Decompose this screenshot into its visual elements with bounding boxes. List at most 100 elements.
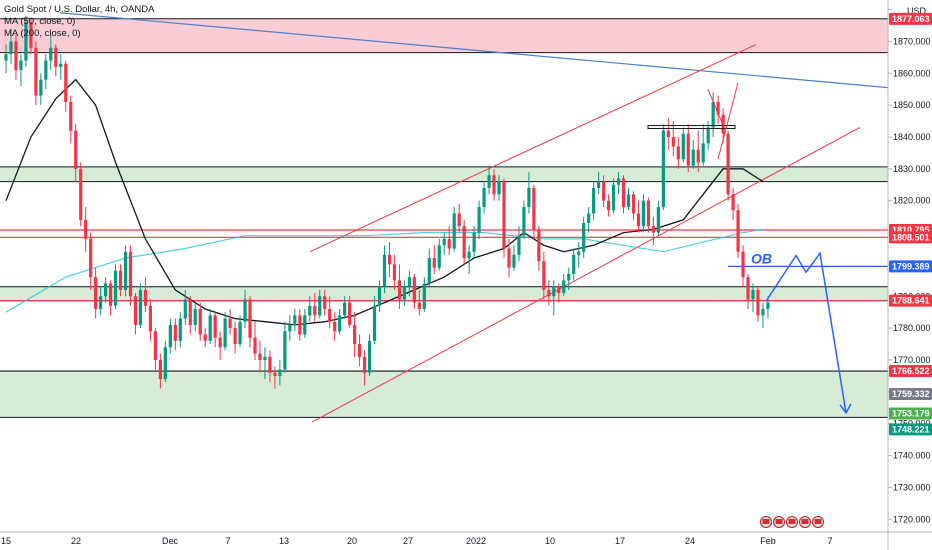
price-tag-label-4: 1788.641 [892,296,930,306]
candle-body-67 [338,315,342,332]
candle-body-48 [243,299,247,322]
candle-body-85 [427,258,431,284]
candle-body-112 [562,280,566,294]
candle-body-2 [14,41,18,71]
candle-body-19 [99,296,103,310]
candle-body-29 [148,305,153,332]
time-tick-label-12: 7 [827,536,832,546]
candle-body-99 [497,181,501,195]
candle-body-83 [417,302,421,310]
candle-body-23 [118,270,123,290]
event-flag-stripe [801,519,809,524]
price-tick-label-12: 1840.000 [893,132,931,142]
candle-body-88 [442,238,446,246]
candle-body-3 [19,60,23,71]
chart-legend: Gold Spot / U.S. Dollar, 4h, OANDA MA (5… [4,4,154,40]
candle-body-127 [636,213,641,227]
candle-body-68 [343,302,347,316]
price-tick-label-0: 1720.000 [893,514,931,524]
candle-body-79 [397,280,402,300]
candle-body-105 [527,187,531,208]
event-flag-stripe [814,519,822,524]
candle-body-43 [218,337,222,348]
projection-path [765,251,847,414]
candle-body-71 [357,344,362,357]
candle-body-81 [407,277,411,287]
candle-body-125 [626,194,631,208]
event-flag-stripe [762,519,770,524]
candle-body-149 [746,277,750,300]
candle-body-66 [333,321,337,332]
candle-body-58 [293,315,297,325]
candle-body-135 [676,146,680,160]
candle-body-6 [34,47,38,96]
price-axis[interactable]: 1720.0001730.0001740.0001750.0001760.000… [887,0,932,550]
time-tick-label-9: 17 [615,536,625,546]
symbol-title[interactable]: Gold Spot / U.S. Dollar, 4h, OANDA [4,4,155,15]
candle-body-38 [193,309,197,325]
candle-body-12 [64,63,68,102]
candle-body-113 [567,273,571,281]
candle-body-4 [24,22,28,61]
event-flag-stripe [788,519,796,524]
candle-body-55 [278,369,282,376]
price-tick-label-5: 1770.000 [893,355,931,365]
time-tick-label-5: 20 [347,536,357,546]
candle-body-15 [79,168,83,220]
candle-body-73 [367,340,372,373]
candle-body-31 [158,359,162,380]
time-tick-label-11: Feb [760,536,776,546]
candle-body-134 [671,136,675,147]
reversal-mark-a [707,89,725,128]
candle-body-124 [621,178,626,208]
candle-body-103 [517,235,521,255]
reversal-mark-b [717,82,739,160]
ma200-legend[interactable]: MA (200, close, 0) [4,28,81,39]
candle-body-50 [253,337,257,354]
price-tick-label-1: 1730.000 [893,482,931,492]
candle-body-72 [362,356,367,373]
candle-body-111 [557,286,561,294]
price-tag-label-6: 1759.332 [892,389,930,399]
top-range-box [647,125,736,130]
channel-upper-line [309,44,757,253]
candle-body-97 [487,175,491,188]
candle-body-120 [602,181,606,201]
candle-body-69 [348,302,352,325]
candle-body-24 [123,251,128,290]
candle-body-141 [706,127,710,144]
price-tag-5 [889,365,932,378]
time-tick-label-10: 24 [685,536,695,546]
candle-body-62 [313,305,317,316]
time-axis[interactable]: 15 22 Dec 7 13 20 27 2022 10 17 24 Feb 7 [0,531,932,546]
candle-body-16 [84,219,88,239]
price-tick-label-14: 1860.000 [893,68,931,78]
annotations-layer: OB [647,82,852,528]
ma50-legend[interactable]: MA (50, close, 0) [4,16,76,27]
event-flag-stripe [775,519,783,524]
candle-body-108 [542,261,546,290]
candle-body-153 [766,302,770,310]
price-tag-7 [889,407,932,420]
candle-body-57 [288,324,292,332]
candle-body-33 [168,324,172,348]
candle-body-110 [552,286,556,297]
candle-body-7 [39,79,43,96]
price-tick-label-10: 1820.000 [893,196,931,206]
price-tag-4 [889,294,932,307]
candle-body-114 [572,254,576,274]
candle-body-115 [577,251,581,255]
candle-body-94 [472,232,476,252]
candle-body-63 [318,296,322,316]
candle-body-84 [422,283,426,310]
candle-body-122 [611,184,616,211]
candle-body-61 [308,305,312,316]
price-tick-label-6: 1780.000 [893,323,931,333]
candle-body-41 [208,315,212,341]
candle-body-145 [726,133,730,195]
candle-body-78 [392,264,397,281]
candle-body-5 [29,22,33,48]
projection-arrow-head [839,403,852,415]
